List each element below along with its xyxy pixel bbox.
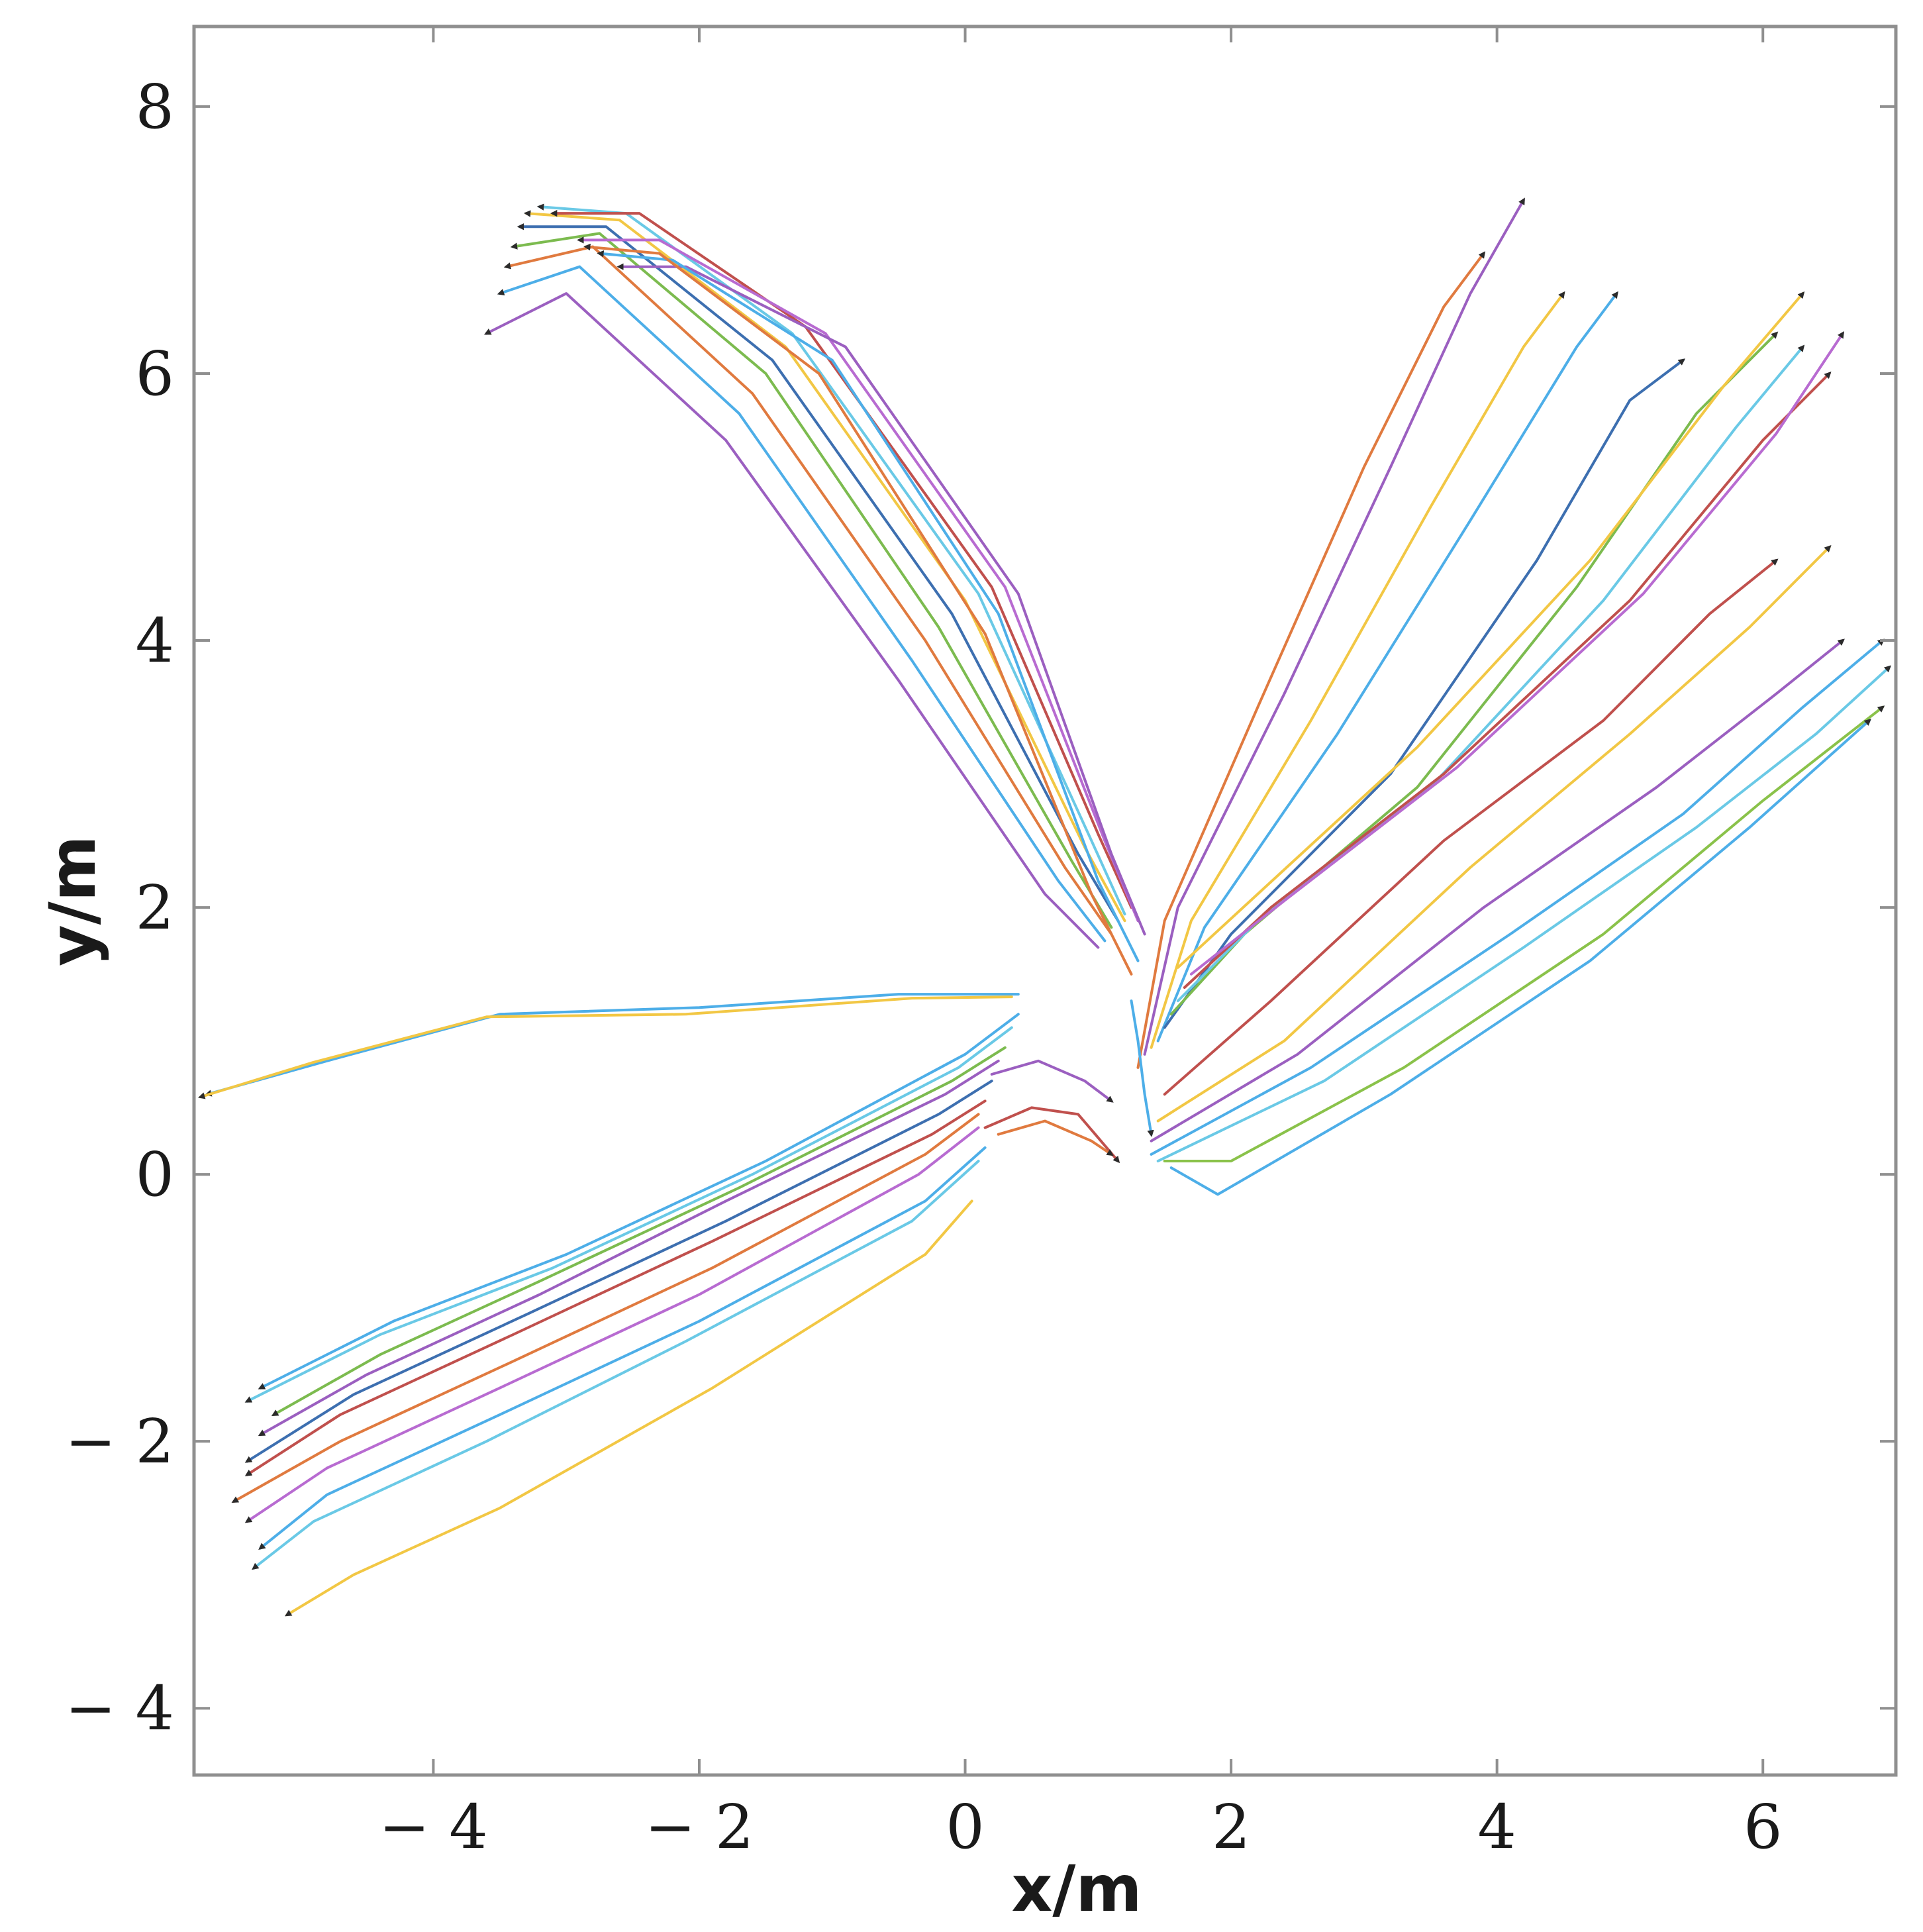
- trajectory-nw-4: [510, 232, 1113, 929]
- trajectory-sw-2: [244, 1026, 1013, 1403]
- y-tick-label: 8: [135, 72, 174, 142]
- trajectory-nw-2: [497, 265, 1107, 942]
- trajectory-ne-10: [1176, 291, 1805, 969]
- trajectory-ne-5: [1163, 358, 1686, 1029]
- trajectory-ne-9: [1189, 331, 1845, 976]
- trajectory-c-4: [1130, 999, 1154, 1137]
- y-tick-label: − 4: [65, 1673, 174, 1744]
- x-tick-label: 2: [1212, 1792, 1251, 1862]
- trajectory-ne-2: [1143, 197, 1525, 1056]
- y-tick-label: 2: [135, 872, 174, 943]
- trajectory-sw-8: [244, 1126, 980, 1523]
- x-axis-ticks: − 4 − 2 0 2 4 6: [379, 26, 1783, 1862]
- y-tick-label: 0: [135, 1139, 174, 1210]
- x-tick-label: − 2: [645, 1792, 754, 1862]
- trajectory-ne-8: [1183, 372, 1832, 989]
- trajectory-sw-9: [258, 1146, 987, 1551]
- trajectory-nw-3: [503, 245, 1113, 936]
- x-tick-label: 0: [946, 1792, 985, 1862]
- series-layer: [198, 197, 1892, 1617]
- trajectory-c-3: [997, 1119, 1114, 1156]
- x-tick-label: 4: [1477, 1792, 1516, 1862]
- trajectory-e-1: [1163, 558, 1779, 1096]
- trajectory-c-2: [990, 1059, 1114, 1103]
- trajectory-nw-12: [583, 243, 1133, 976]
- y-axis-ticks: − 4 − 2 0 2 4 6 8: [65, 72, 1896, 1744]
- trajectory-w-1: [205, 993, 1020, 1097]
- trajectory-e-7: [1169, 719, 1871, 1196]
- y-axis-label: y/m: [36, 835, 110, 966]
- trajectory-ne-3: [1150, 291, 1565, 1049]
- trajectory-sw-7: [231, 1113, 980, 1503]
- plot-area-frame: [192, 25, 1898, 1777]
- trajectory-ne-1: [1136, 251, 1486, 1069]
- y-tick-label: 4: [135, 605, 174, 676]
- trajectory-sw-5: [244, 1080, 993, 1463]
- trajectory-e-2: [1156, 545, 1832, 1123]
- trajectory-e-4: [1150, 638, 1885, 1156]
- trajectory-ne-7: [1176, 344, 1805, 1003]
- trajectory-nw-11: [597, 250, 1140, 962]
- y-tick-label: 6: [135, 338, 174, 409]
- trajectory-nw-8: [550, 209, 1133, 909]
- trajectory-w-2: [198, 995, 1013, 1099]
- trajectory-e-3: [1150, 638, 1845, 1143]
- trajectory-e-5: [1156, 665, 1892, 1162]
- y-tick-label: − 2: [65, 1406, 174, 1477]
- trajectory-nw-1: [483, 292, 1100, 949]
- trajectory-c-1: [983, 1106, 1120, 1164]
- trajectory-sw-6: [244, 1099, 987, 1476]
- trajectory-sw-1: [258, 1013, 1020, 1390]
- trajectory-sw-11: [284, 1199, 973, 1617]
- x-tick-label: 6: [1744, 1792, 1783, 1862]
- x-axis-label: x/m: [1011, 1852, 1142, 1926]
- trajectory-e-6: [1163, 705, 1885, 1162]
- trajectory-sw-4: [258, 1059, 1000, 1437]
- trajectory-ne-4: [1156, 291, 1618, 1042]
- x-tick-label: − 4: [379, 1792, 488, 1862]
- trajectory-sw-10: [252, 1160, 980, 1570]
- trajectory-nw-5: [517, 223, 1120, 923]
- trajectory-sw-3: [271, 1046, 1007, 1416]
